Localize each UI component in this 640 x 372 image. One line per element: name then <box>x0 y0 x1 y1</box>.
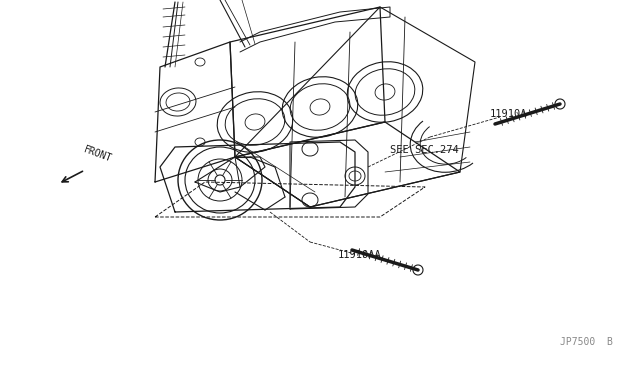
Text: SEE SEC.274: SEE SEC.274 <box>390 145 459 155</box>
Text: 11910A: 11910A <box>490 109 527 119</box>
Text: JP7500  B: JP7500 B <box>560 337 613 347</box>
Text: 11910AA: 11910AA <box>338 250 381 260</box>
Text: FRONT: FRONT <box>82 145 113 164</box>
